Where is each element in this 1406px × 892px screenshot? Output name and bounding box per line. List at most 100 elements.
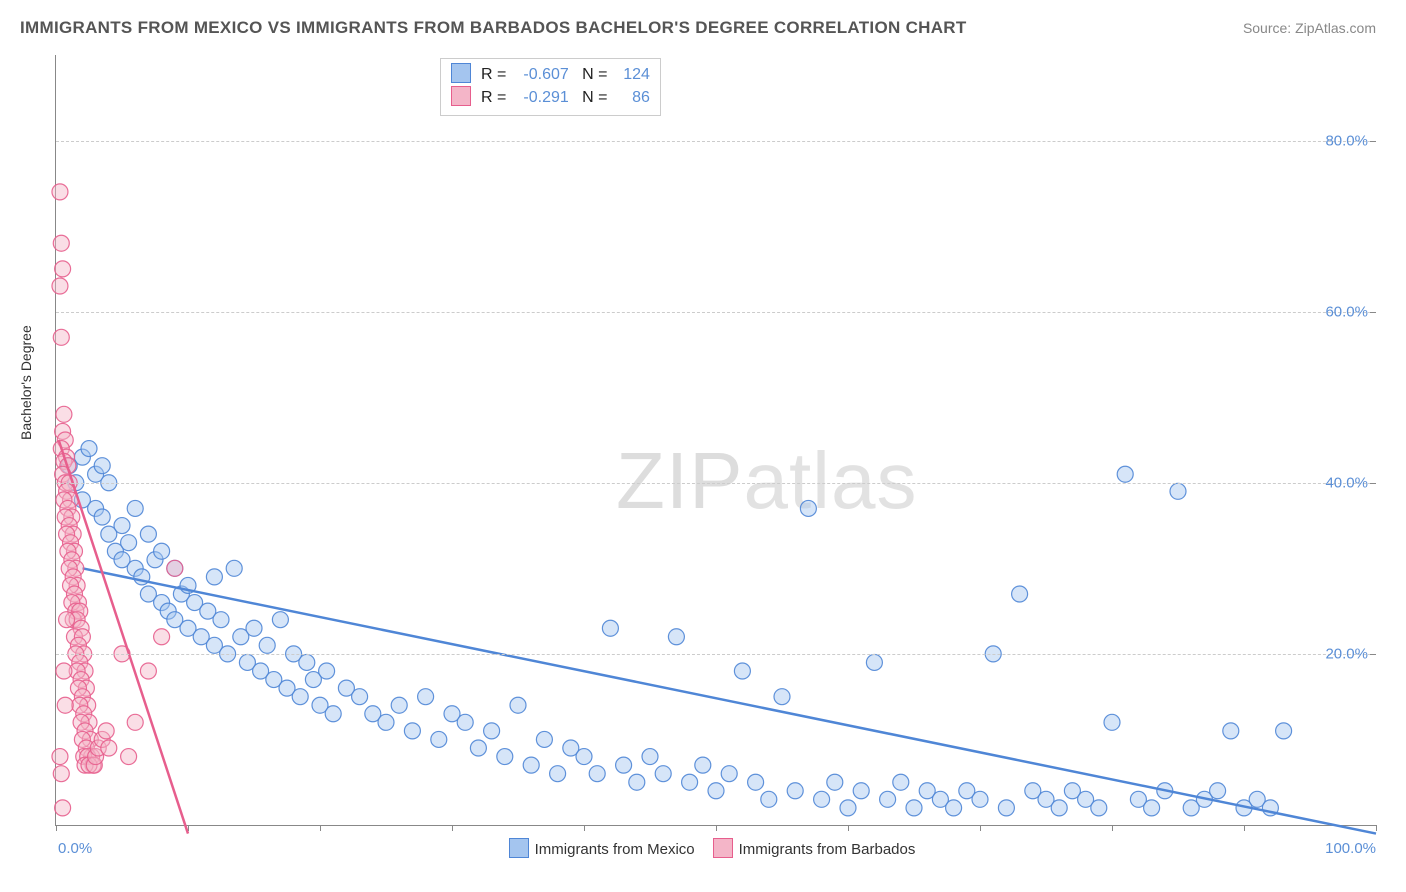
correlation-legend: R = -0.607 N = 124R = -0.291 N = 86 [440,58,661,116]
scatter-point [154,629,170,645]
scatter-point [814,791,830,807]
gridline [56,312,1376,313]
scatter-point [246,620,262,636]
y-axis-label: Bachelor's Degree [18,325,34,440]
legend-row: R = -0.607 N = 124 [451,63,650,86]
scatter-point [616,757,632,773]
scatter-point [81,441,97,457]
x-tick-mark [1376,825,1377,831]
scatter-point [787,783,803,799]
x-tick-mark [320,825,321,831]
scatter-point [1117,466,1133,482]
scatter-point [259,637,275,653]
scatter-point [140,663,156,679]
scatter-point [1210,783,1226,799]
scatter-point [880,791,896,807]
scatter-point [1091,800,1107,816]
scatter-point [292,689,308,705]
legend-n-label: N = [582,89,607,106]
legend-n-value: 124 [612,64,650,86]
scatter-point [52,278,68,294]
scatter-point [1223,723,1239,739]
scatter-point [352,689,368,705]
scatter-point [55,800,71,816]
scatter-point [391,697,407,713]
scatter-point [602,620,618,636]
scatter-point [154,543,170,559]
scatter-point [655,766,671,782]
scatter-point [55,261,71,277]
scatter-point [536,731,552,747]
legend-series-label: Immigrants from Mexico [535,841,695,858]
legend-r-label: R = [481,66,506,83]
legend-series-label: Immigrants from Barbados [739,841,916,858]
scatter-point [840,800,856,816]
chart-title: IMMIGRANTS FROM MEXICO VS IMMIGRANTS FRO… [20,18,967,38]
scatter-point [167,560,183,576]
scatter-point [431,731,447,747]
series-legend: Immigrants from Mexico Immigrants from Ba… [0,838,1406,858]
y-tick-mark [1370,141,1376,142]
scatter-point [761,791,777,807]
scatter-point [470,740,486,756]
scatter-point [127,500,143,516]
trend-line [82,568,1376,833]
legend-n-label: N = [582,66,607,83]
scatter-point [695,757,711,773]
scatter-point [140,526,156,542]
scatter-point [56,663,72,679]
scatter-point [893,774,909,790]
gridline [56,483,1376,484]
scatter-point [853,783,869,799]
scatter-point [748,774,764,790]
scatter-point [1104,714,1120,730]
scatter-point [121,749,137,765]
x-tick-mark [1112,825,1113,831]
y-tick-mark [1370,654,1376,655]
x-tick-mark [452,825,453,831]
scatter-point [827,774,843,790]
scatter-point [114,518,130,534]
scatter-point [418,689,434,705]
scatter-point [53,235,69,251]
scatter-point [121,535,137,551]
scatter-point [484,723,500,739]
x-tick-mark [1244,825,1245,831]
scatter-point [226,560,242,576]
scatter-point [57,697,73,713]
legend-n-value: 86 [612,87,650,109]
scatter-point [629,774,645,790]
scatter-point [52,749,68,765]
y-tick-label: 60.0% [1325,303,1368,320]
scatter-point [1144,800,1160,816]
scatter-point [998,800,1014,816]
scatter-point [404,723,420,739]
legend-swatch [451,86,471,106]
scatter-point [59,612,75,628]
scatter-point [589,766,605,782]
legend-swatch [509,838,529,858]
scatter-point [213,612,229,628]
scatter-point [972,791,988,807]
scatter-point [101,740,117,756]
legend-r-value: -0.291 [511,87,569,109]
scatter-point [734,663,750,679]
gridline [56,141,1376,142]
x-tick-mark [188,825,189,831]
x-tick-mark [716,825,717,831]
source-attribution: Source: ZipAtlas.com [1243,20,1376,36]
scatter-point [1170,483,1186,499]
scatter-point [206,569,222,585]
scatter-svg [56,55,1376,825]
scatter-point [53,766,69,782]
scatter-point [774,689,790,705]
scatter-point [457,714,473,730]
gridline [56,654,1376,655]
x-tick-mark [56,825,57,831]
scatter-point [272,612,288,628]
legend-swatch [451,63,471,83]
scatter-point [94,509,110,525]
scatter-point [510,697,526,713]
scatter-point [378,714,394,730]
scatter-point [906,800,922,816]
